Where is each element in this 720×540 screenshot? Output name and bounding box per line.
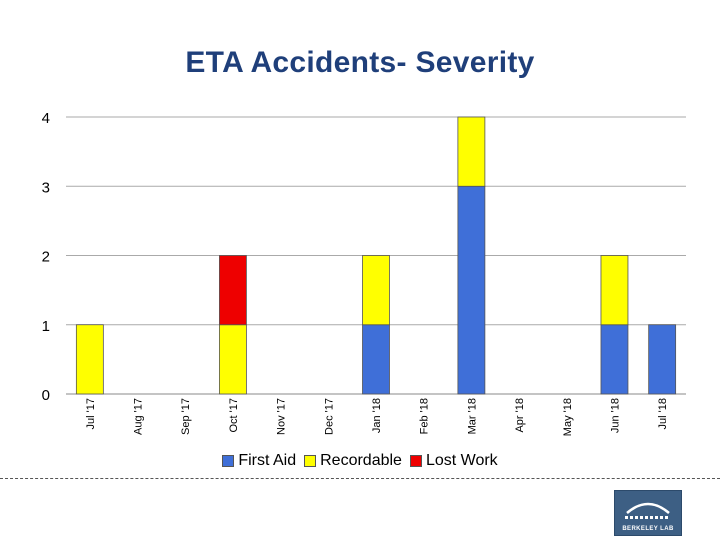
bar-segment <box>75 324 104 395</box>
x-tick-label: Dec '17 <box>323 398 335 435</box>
bar-segment <box>457 116 486 187</box>
footer-divider <box>0 478 720 479</box>
logo-building-icon <box>625 502 670 519</box>
legend-swatch-lost-work <box>409 455 422 467</box>
x-tick-label: Feb '18 <box>419 398 431 434</box>
bar-segment <box>219 324 247 395</box>
x-tick-label: Oct '17 <box>228 398 240 433</box>
legend-label-first-aid: First Aid <box>238 452 297 469</box>
chart-legend: First Aid Recordable Lost Work <box>0 452 720 470</box>
bar-segment <box>362 324 390 395</box>
bar-segment <box>457 185 486 395</box>
y-tick-label: 4 <box>42 110 50 127</box>
y-tick-label: 3 <box>42 179 50 196</box>
chart-title: ETA Accidents- Severity <box>185 46 535 79</box>
legend-item-first-aid: First Aid <box>222 452 296 470</box>
berkeley-lab-logo: BERKELEY LAB <box>614 490 682 536</box>
y-tick-label: 1 <box>42 318 50 335</box>
x-tick-label: Mar '18 <box>466 398 478 434</box>
legend-label-recordable: Recordable <box>320 452 402 469</box>
bar-segment <box>600 255 629 326</box>
x-tick-label: Apr '18 <box>514 398 526 433</box>
stacked-bar-chart: 0 1 2 3 4 Jul '17 Aug '17 Sep '17 Oct '17 Nov '17… <box>42 110 686 436</box>
legend-swatch-recordable <box>304 455 317 467</box>
logo-text: BERKELEY LAB <box>622 526 674 532</box>
x-tick-label: Jun '18 <box>609 398 621 433</box>
x-tick-label: Jul '18 <box>657 398 669 429</box>
legend-swatch-first-aid <box>222 455 235 467</box>
legend-label-lost-work: Lost Work <box>425 452 498 469</box>
x-tick-label: Aug '17 <box>133 398 145 435</box>
bar-segment <box>362 255 390 326</box>
x-tick-label: Jan '18 <box>371 398 383 433</box>
bar-segment <box>648 324 677 395</box>
bar-segment <box>600 324 629 395</box>
y-tick-label: 0 <box>42 387 50 404</box>
legend-item-recordable: Recordable <box>304 452 402 470</box>
x-tick-label: Sep '17 <box>180 398 192 435</box>
y-tick-label: 2 <box>42 249 50 266</box>
x-tick-label: Jul '17 <box>85 398 97 429</box>
legend-item-lost-work: Lost Work <box>409 452 498 470</box>
x-tick-label: May '18 <box>562 398 574 436</box>
bar-segment <box>219 255 247 326</box>
x-tick-label: Nov '17 <box>276 398 288 435</box>
